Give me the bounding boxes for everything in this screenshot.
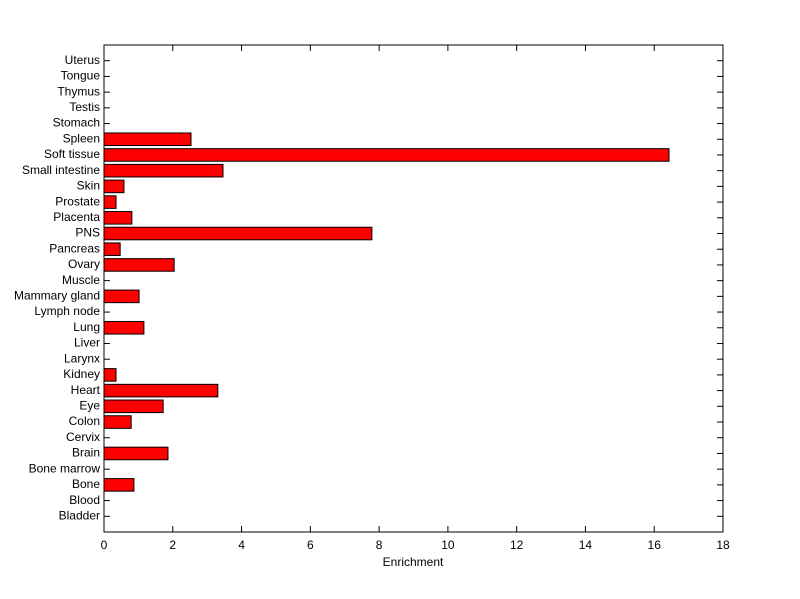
y-tick-label: Larynx bbox=[64, 351, 100, 365]
bar bbox=[103, 258, 175, 272]
x-tick-label: 18 bbox=[716, 538, 730, 552]
bar bbox=[103, 415, 132, 429]
y-tick-label: Placenta bbox=[53, 210, 100, 224]
y-tick-label: Mammary gland bbox=[14, 289, 100, 303]
y-tick-label: Bone bbox=[72, 477, 100, 491]
bar bbox=[103, 320, 145, 335]
y-tick-label: Colon bbox=[69, 414, 100, 428]
x-tick-label: 6 bbox=[307, 538, 314, 552]
x-tick-label: 12 bbox=[510, 538, 524, 552]
x-axis-label: Enrichment bbox=[383, 555, 444, 569]
y-tick-label: Prostate bbox=[55, 194, 100, 208]
y-tick-label: Uterus bbox=[65, 53, 100, 67]
bar bbox=[103, 163, 224, 178]
y-tick-label: Tongue bbox=[61, 69, 101, 83]
x-tick-label: 0 bbox=[101, 538, 108, 552]
x-tick-label: 4 bbox=[238, 538, 245, 552]
bar bbox=[103, 368, 117, 382]
bar bbox=[103, 226, 373, 241]
y-tick-label: Liver bbox=[74, 336, 100, 350]
bar bbox=[103, 211, 133, 225]
y-tick-label: PNS bbox=[75, 226, 100, 240]
x-tick-label: 2 bbox=[169, 538, 176, 552]
y-tick-label: Bone marrow bbox=[29, 461, 101, 475]
y-tick-label: Lymph node bbox=[34, 304, 100, 318]
x-tick-label: 10 bbox=[441, 538, 455, 552]
bar bbox=[103, 399, 164, 414]
y-tick-label: Testis bbox=[69, 100, 100, 114]
x-tick-label: 16 bbox=[648, 538, 662, 552]
bar bbox=[103, 289, 140, 304]
y-tick-label: Small intestine bbox=[22, 163, 100, 177]
y-tick-label: Lung bbox=[73, 320, 100, 334]
y-tick-label: Thymus bbox=[57, 84, 100, 98]
bar bbox=[103, 132, 192, 147]
bar bbox=[103, 195, 117, 209]
bar bbox=[103, 242, 121, 257]
y-tick-label: Pancreas bbox=[49, 241, 100, 255]
x-tick-label: 14 bbox=[579, 538, 593, 552]
y-tick-label: Muscle bbox=[62, 273, 100, 287]
y-tick-label: Skin bbox=[77, 179, 100, 193]
plot-area bbox=[103, 44, 724, 533]
y-tick-label: Soft tissue bbox=[44, 147, 100, 161]
y-tick-label: Kidney bbox=[63, 367, 100, 381]
y-tick-label: Eye bbox=[79, 398, 100, 412]
y-tick-label: Bladder bbox=[59, 508, 100, 522]
bar bbox=[103, 478, 135, 492]
bar bbox=[103, 446, 169, 461]
y-tick-label: Ovary bbox=[68, 257, 100, 271]
y-tick-label: Spleen bbox=[63, 131, 100, 145]
y-tick-label: Brain bbox=[72, 446, 100, 460]
bar bbox=[103, 148, 670, 162]
bar bbox=[103, 383, 219, 398]
bar bbox=[103, 179, 125, 194]
y-tick-label: Heart bbox=[71, 383, 101, 397]
y-tick-label: Stomach bbox=[53, 116, 100, 130]
y-tick-label: Cervix bbox=[66, 430, 100, 444]
y-tick-label: Blood bbox=[69, 493, 100, 507]
x-tick-label: 8 bbox=[376, 538, 383, 552]
